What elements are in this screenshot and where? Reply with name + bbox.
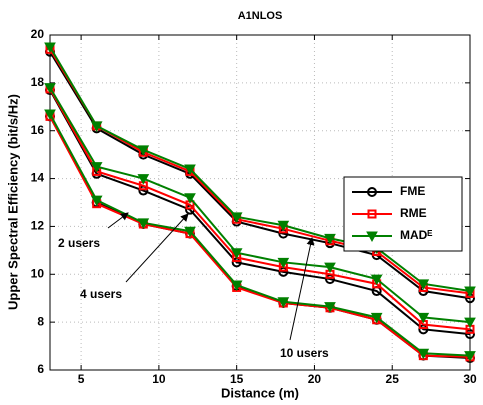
marker	[230, 212, 243, 223]
y-tick-label: 14	[31, 171, 45, 185]
annotation: 4 users	[80, 287, 122, 301]
legend-label: RME	[400, 206, 427, 220]
marker	[417, 312, 430, 324]
annotations: 2 users 4 users 10 users	[58, 212, 329, 360]
line	[49, 87, 471, 324]
marker	[324, 233, 336, 245]
marker	[277, 257, 290, 269]
plot-area	[44, 34, 476, 371]
y-tick-label: 18	[31, 75, 45, 89]
annotation-arrow	[107, 212, 129, 229]
plot-frame	[49, 34, 471, 371]
marker	[370, 312, 383, 324]
x-tick-label: 30	[463, 372, 477, 386]
marker	[137, 174, 150, 185]
marker	[465, 329, 475, 340]
legend-marker	[366, 231, 378, 243]
y-tick-label: 12	[31, 219, 45, 233]
marker	[464, 286, 476, 298]
marker	[417, 348, 430, 360]
marker	[44, 42, 56, 53]
marker	[184, 164, 196, 176]
x-tick-label: 5	[78, 372, 85, 386]
marker	[137, 218, 150, 229]
legend-label: MADᴱ	[400, 228, 432, 242]
marker	[464, 351, 476, 362]
y-tick-label: 20	[31, 27, 45, 41]
marker	[324, 302, 336, 313]
marker	[184, 193, 196, 204]
line	[49, 115, 471, 358]
marker	[184, 226, 196, 238]
marker	[370, 274, 383, 286]
line	[49, 88, 471, 331]
marker	[277, 220, 290, 232]
y-tick-label: 16	[31, 123, 45, 137]
line	[49, 113, 471, 357]
x-tick-label: 15	[230, 372, 244, 386]
line	[49, 51, 471, 300]
legend-label: FME	[400, 184, 425, 198]
series	[44, 42, 476, 362]
legend: FME RME MADᴱ	[343, 176, 463, 252]
chart-title: A1NLOS	[238, 10, 283, 22]
x-tick-label: 25	[386, 372, 400, 386]
annotation-arrow	[289, 237, 315, 341]
line	[49, 89, 471, 336]
marker	[137, 145, 150, 156]
y-tick-label: 6	[37, 362, 44, 376]
annotation: 2 users	[58, 236, 100, 250]
x-tick-label: 20	[308, 372, 322, 386]
annotation-arrow	[125, 213, 189, 283]
marker	[44, 83, 56, 94]
marker	[230, 248, 243, 259]
marker	[464, 317, 476, 329]
line	[49, 46, 471, 293]
marker	[90, 162, 103, 173]
marker	[230, 280, 243, 292]
marker	[44, 109, 56, 120]
marker	[277, 297, 290, 308]
marker	[417, 279, 430, 290]
marker	[90, 121, 103, 132]
y-axis-label: Upper Spectral Efficiency (bit/s/Hz)	[5, 94, 20, 310]
marker	[324, 262, 336, 274]
annotation: 10 users	[280, 346, 329, 360]
legend-marker	[367, 209, 377, 219]
y-tick-label: 8	[37, 314, 44, 328]
x-tick-label: 10	[152, 372, 166, 386]
y-tick-label: 10	[31, 266, 45, 280]
legend-marker	[367, 187, 377, 197]
marker	[90, 195, 103, 207]
x-axis-label: Distance (m)	[221, 385, 299, 400]
line	[49, 48, 471, 295]
